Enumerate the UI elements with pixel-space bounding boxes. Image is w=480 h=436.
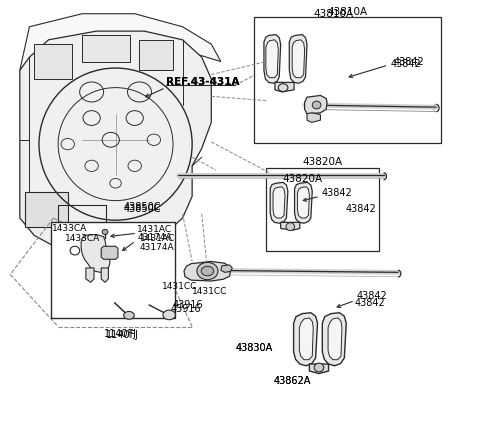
Text: 43850C: 43850C	[123, 204, 161, 215]
Text: 43842: 43842	[345, 204, 376, 215]
Polygon shape	[270, 182, 288, 223]
Bar	[82, 35, 130, 61]
Ellipse shape	[312, 101, 321, 109]
Ellipse shape	[286, 223, 295, 231]
Text: 1431CC: 1431CC	[192, 287, 228, 296]
Text: 1433CA: 1433CA	[65, 235, 100, 243]
Polygon shape	[184, 262, 230, 281]
Polygon shape	[20, 14, 221, 70]
Text: 43862A: 43862A	[274, 376, 311, 386]
Ellipse shape	[124, 311, 134, 319]
Polygon shape	[292, 40, 305, 78]
Text: 43830A: 43830A	[236, 343, 273, 353]
Polygon shape	[310, 364, 328, 374]
Text: 43842: 43842	[356, 291, 387, 301]
Polygon shape	[101, 246, 118, 259]
Polygon shape	[328, 318, 342, 360]
Polygon shape	[289, 34, 307, 83]
Polygon shape	[281, 222, 300, 230]
Ellipse shape	[163, 310, 175, 320]
Text: 43862A: 43862A	[274, 376, 311, 386]
Polygon shape	[298, 187, 310, 218]
Text: 43916: 43916	[170, 304, 201, 314]
Polygon shape	[307, 113, 321, 123]
Text: 43842: 43842	[391, 59, 421, 69]
Polygon shape	[266, 40, 278, 78]
Polygon shape	[323, 313, 346, 366]
Polygon shape	[294, 313, 318, 366]
Text: 43174A: 43174A	[137, 233, 172, 242]
Text: 43810A: 43810A	[313, 9, 353, 19]
Text: 1431AC: 1431AC	[140, 235, 175, 243]
Text: REF.43-431A: REF.43-431A	[166, 78, 240, 87]
Polygon shape	[81, 235, 110, 272]
Polygon shape	[275, 82, 294, 92]
Text: 1431CC: 1431CC	[162, 282, 197, 291]
Text: REF.43-431A: REF.43-431A	[166, 78, 240, 87]
Ellipse shape	[197, 262, 218, 280]
Text: 1433CA: 1433CA	[52, 225, 88, 233]
Bar	[140, 40, 173, 70]
Polygon shape	[20, 31, 211, 253]
Text: 43842: 43842	[322, 188, 352, 198]
Polygon shape	[264, 34, 281, 83]
Bar	[266, 168, 379, 251]
Bar	[34, 44, 72, 79]
Polygon shape	[221, 265, 232, 272]
Bar	[24, 192, 68, 227]
Polygon shape	[86, 268, 94, 283]
Polygon shape	[295, 182, 312, 223]
Polygon shape	[273, 187, 285, 218]
Ellipse shape	[314, 363, 324, 372]
Text: 43820A: 43820A	[302, 157, 342, 167]
Ellipse shape	[102, 229, 108, 235]
Text: 43850C: 43850C	[123, 202, 161, 212]
Text: 43820A: 43820A	[282, 174, 322, 184]
Ellipse shape	[201, 266, 214, 276]
Bar	[51, 222, 175, 318]
Text: 43810A: 43810A	[328, 7, 368, 17]
Text: 43174A: 43174A	[140, 243, 174, 252]
Bar	[254, 17, 441, 143]
Ellipse shape	[278, 84, 288, 92]
Text: 43830A: 43830A	[236, 344, 273, 354]
Text: 43842: 43842	[355, 298, 385, 308]
Text: 1140FJ: 1140FJ	[104, 330, 137, 340]
Text: 43842: 43842	[393, 57, 424, 67]
Text: 1431AC: 1431AC	[137, 225, 172, 234]
Text: 43916: 43916	[173, 300, 204, 310]
Text: 1140FJ: 1140FJ	[106, 330, 139, 341]
Polygon shape	[300, 318, 313, 360]
Polygon shape	[101, 268, 108, 283]
Polygon shape	[305, 95, 327, 114]
